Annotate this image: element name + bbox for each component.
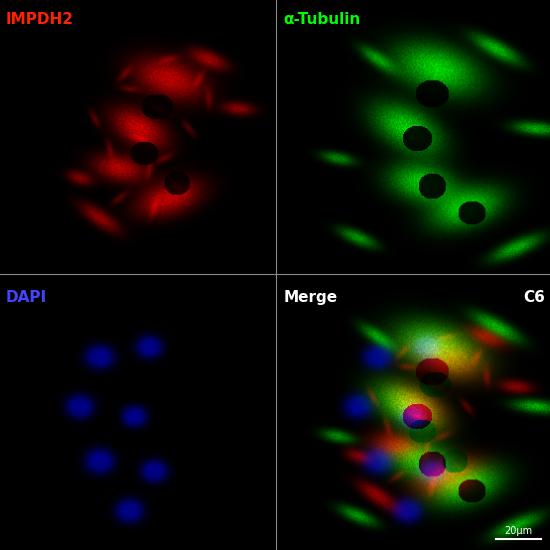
Text: IMPDH2: IMPDH2 xyxy=(6,12,74,28)
Text: Merge: Merge xyxy=(283,290,337,305)
Text: 20μm: 20μm xyxy=(504,526,532,536)
Text: α-Tubulin: α-Tubulin xyxy=(283,12,360,28)
Text: C6: C6 xyxy=(524,290,546,305)
Text: DAPI: DAPI xyxy=(6,290,47,305)
